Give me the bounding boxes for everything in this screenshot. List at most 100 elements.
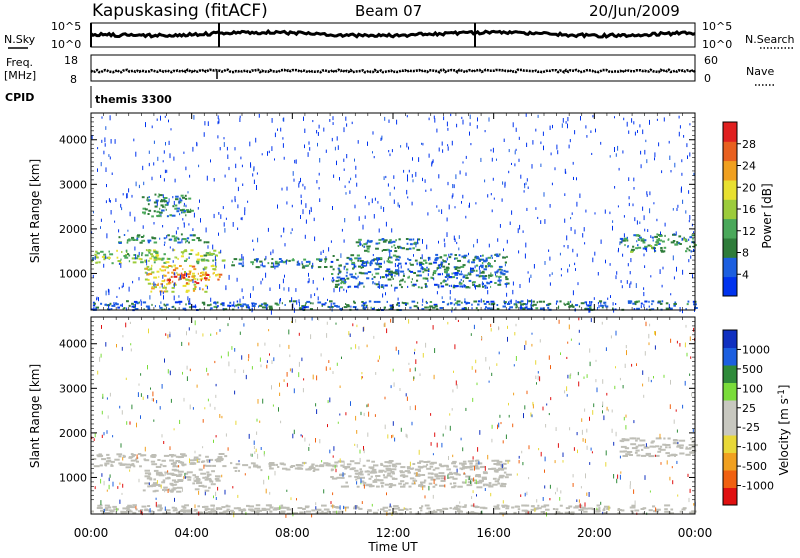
velocity-cell (451, 486, 456, 489)
velocity-noise-cell (545, 424, 547, 428)
power-cell (134, 308, 139, 310)
power-noise-cell (189, 298, 191, 303)
power-cell (198, 239, 202, 242)
power-noise-cell (192, 279, 194, 284)
power-cell (655, 241, 659, 243)
power-noise-cell (160, 301, 162, 304)
velocity-noise-cell (169, 446, 171, 450)
velocity-cell (154, 489, 159, 492)
velocity-cell (631, 504, 636, 507)
velocity-cell (173, 469, 180, 472)
power-noise-cell (449, 290, 451, 295)
power-cell (111, 262, 114, 265)
power-noise-cell (343, 168, 345, 171)
power-cell (646, 308, 648, 311)
power-cell (672, 240, 676, 242)
power-noise-cell (673, 276, 675, 280)
power-cell (338, 279, 340, 282)
power-cell (474, 256, 477, 259)
velocity-noise-cell (345, 412, 347, 416)
power-noise-cell (318, 187, 320, 190)
velocity-cell (505, 507, 510, 510)
velocity-noise-cell (500, 422, 502, 425)
power-noise-cell (549, 274, 551, 277)
velocity-noise-cell (206, 367, 208, 372)
velocity-cell (175, 460, 181, 462)
power-noise-cell (551, 272, 553, 275)
power-cell (417, 238, 421, 241)
power-cell (425, 261, 428, 264)
power-noise-cell (153, 140, 155, 144)
velocity-cell (636, 454, 641, 457)
velocity-noise-cell (256, 418, 258, 422)
power-cell (206, 274, 210, 276)
power-noise-cell (525, 113, 527, 117)
velocity-cell (170, 455, 174, 458)
velocity-cell (250, 509, 253, 512)
power-noise-cell (461, 116, 463, 119)
power-cell (176, 271, 178, 274)
velocity-cell (323, 462, 329, 465)
power-cell (175, 195, 179, 198)
power-noise-cell (644, 149, 646, 155)
velocity-noise-cell (475, 359, 477, 364)
velocity-noise-cell (326, 333, 328, 338)
power-cell (203, 254, 208, 257)
power-cell (444, 270, 448, 273)
power-noise-cell (421, 303, 423, 306)
power-cell (182, 307, 187, 310)
power-cell (636, 307, 640, 310)
power-cell (387, 261, 391, 264)
velocity-cell (434, 483, 438, 486)
power-cell (194, 277, 197, 280)
power-noise-cell (242, 261, 244, 264)
velocity-cell (481, 480, 484, 483)
power-noise-cell (228, 166, 230, 171)
power-noise-cell (151, 176, 153, 181)
power-cell (268, 305, 273, 308)
velocity-noise-cell (555, 427, 557, 431)
power-cell (388, 256, 392, 259)
power-cell (136, 237, 139, 240)
velocity-noise-cell (213, 506, 215, 510)
power-noise-cell (134, 246, 136, 251)
velocity-noise-cell (248, 354, 250, 359)
power-cell (485, 306, 487, 309)
power-cell (422, 277, 427, 280)
power-noise-cell (669, 155, 671, 160)
power-cell (477, 300, 481, 303)
velocity-cell (250, 462, 254, 465)
velocity-cell (461, 463, 465, 466)
power-cell (153, 250, 157, 253)
power-cell (347, 305, 350, 308)
velocity-cell (207, 475, 210, 477)
velocity-noise-cell (193, 477, 195, 482)
power-noise-cell (623, 233, 625, 238)
power-cell (159, 268, 162, 271)
power-noise-cell (431, 162, 433, 167)
power-cell (375, 272, 380, 275)
power-cell (332, 255, 335, 257)
velocity-cell (104, 504, 110, 507)
power-noise-cell (504, 183, 506, 188)
velocity-noise-cell (169, 332, 171, 338)
velocity-noise-cell (315, 403, 317, 407)
velocity-cell (426, 467, 432, 470)
power-cell (182, 268, 184, 271)
velocity-noise-cell (291, 321, 293, 323)
power-noise-cell (408, 169, 410, 173)
power-cell (654, 235, 658, 238)
power-cell (229, 301, 232, 304)
freq-tick-top: 18 (64, 54, 78, 67)
power-cell (385, 276, 388, 279)
power-cell (518, 301, 522, 304)
power-cell (186, 210, 190, 213)
velocity-cell (475, 475, 481, 478)
power-cell (388, 273, 392, 276)
power-cell (360, 266, 363, 269)
velocity-cell (620, 445, 627, 448)
velocity-noise-cell (354, 443, 356, 446)
velocity-noise-cell (569, 427, 571, 431)
power-cell (147, 213, 150, 215)
power-noise-cell (586, 135, 588, 138)
